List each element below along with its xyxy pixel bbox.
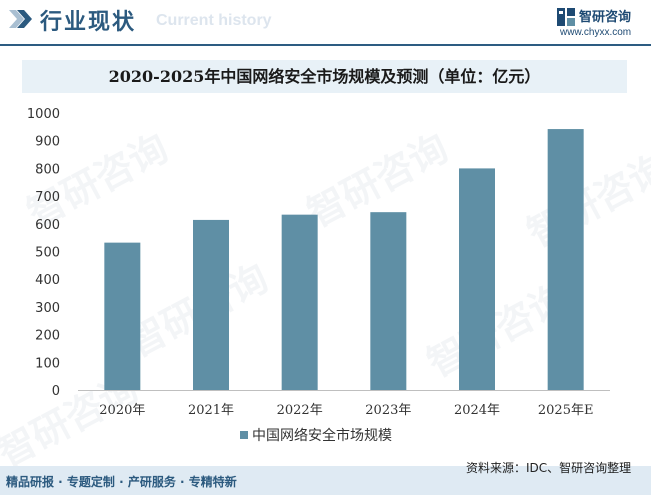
x-tick-label: 2020年 (99, 403, 145, 418)
x-tick-label: 2022年 (277, 403, 323, 418)
footer-tagline: 精品研报 · 专题定制 · 产研服务 · 专精特新 (6, 475, 237, 489)
bar (281, 214, 318, 390)
y-tick-label: 200 (35, 329, 60, 344)
y-tick-label: 500 (35, 246, 60, 261)
y-axis: 0 100 200 300 400 500 600 700 800 900 1000 (27, 107, 60, 399)
brand-logo: 智研咨询 www.chyxx.com (556, 6, 646, 42)
brand-url: www.chyxx.com (560, 27, 632, 38)
y-tick-label: 600 (35, 218, 60, 233)
bar (104, 242, 141, 390)
legend: 中国网络安全市场规模 (240, 427, 392, 444)
header-divider (0, 44, 651, 46)
page-header: 行业现状 Current history 智研咨询 www.chyxx.com (0, 0, 651, 40)
bar-series (104, 129, 584, 391)
data-source: 资料来源：IDC、智研咨询整理 (466, 461, 632, 475)
section-subtitle: Current history (156, 12, 272, 29)
footer-bar (0, 466, 651, 495)
y-tick-label: 1000 (27, 107, 60, 122)
double-chevron-icon (9, 10, 32, 28)
y-tick-label: 100 (35, 356, 60, 371)
y-tick-label: 0 (52, 384, 60, 399)
bar (370, 212, 407, 390)
bar (193, 219, 229, 390)
x-tick-label: 2024年 (454, 403, 500, 418)
y-tick-label: 300 (35, 301, 60, 316)
x-tick-label: 2021年 (188, 403, 234, 418)
legend-label: 中国网络安全市场规模 (252, 427, 392, 444)
y-tick-label: 900 (35, 135, 60, 150)
x-axis: 2020年 2021年 2022年 2023年 2024年 2025年E (99, 403, 593, 418)
chart-title: 2020-2025年中国网络安全市场规模及预测（单位：亿元） (108, 67, 541, 86)
brand-name: 智研咨询 (579, 10, 632, 25)
bar (547, 129, 584, 391)
bar (459, 168, 495, 390)
y-tick-label: 800 (35, 162, 60, 177)
y-tick-label: 700 (35, 190, 60, 205)
brand-mark-icon (557, 8, 575, 26)
x-tick-label: 2025年E (538, 403, 594, 418)
section-title: 行业现状 (40, 10, 137, 35)
legend-swatch (240, 431, 248, 439)
chart-title-bar: 2020-2025年中国网络安全市场规模及预测（单位：亿元） (22, 60, 627, 93)
x-tick-label: 2023年 (365, 403, 411, 418)
y-tick-label: 400 (35, 273, 60, 288)
